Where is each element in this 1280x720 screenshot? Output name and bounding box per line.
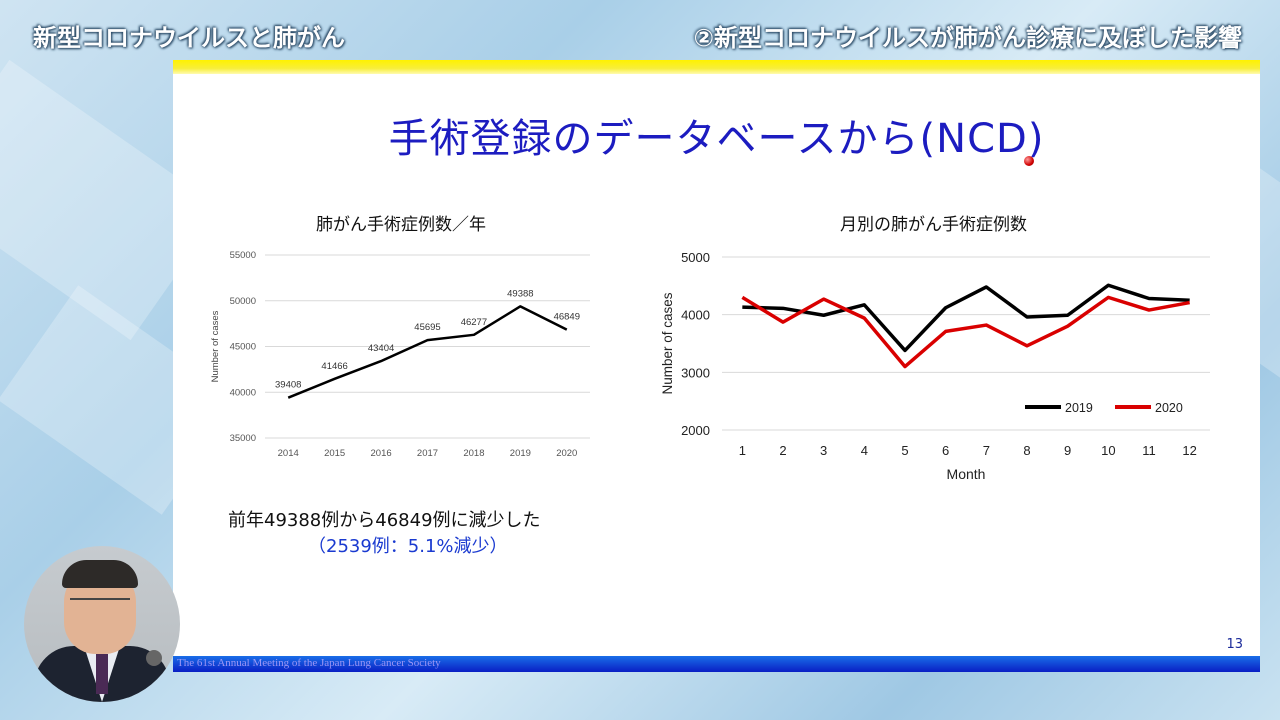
y-tick-label: 40000 xyxy=(230,387,256,398)
x-axis-label: Month xyxy=(947,466,986,482)
x-tick-label: 2 xyxy=(779,443,786,458)
y-tick-label: 50000 xyxy=(230,296,256,307)
slide: 手術登録のデータベースから(NCD) 肺がん手術症例数／年 月別の肺がん手術症例… xyxy=(173,60,1260,672)
speaker-video xyxy=(24,546,180,702)
y-tick-label: 45000 xyxy=(230,342,256,353)
x-tick-label: 2015 xyxy=(324,448,345,459)
microphone-icon xyxy=(146,650,162,666)
x-tick-label: 2019 xyxy=(510,448,531,459)
y-tick-label: 5000 xyxy=(681,250,710,265)
x-tick-label: 2017 xyxy=(417,448,438,459)
data-label: 49388 xyxy=(507,288,533,299)
y-tick-label: 2000 xyxy=(681,423,710,438)
summary-note: 前年49388例から46849例に減少した xyxy=(228,510,541,531)
slide-title: 手術登録のデータベースから(NCD) xyxy=(388,116,1045,162)
speaker-glasses xyxy=(70,598,130,610)
legend-label: 2019 xyxy=(1065,401,1093,415)
x-tick-label: 2016 xyxy=(371,448,392,459)
legend-label: 2020 xyxy=(1155,401,1183,415)
laser-pointer-dot xyxy=(1024,156,1034,166)
series-line-2020 xyxy=(741,295,1190,369)
x-tick-label: 9 xyxy=(1064,443,1071,458)
x-tick-label: 4 xyxy=(861,443,868,458)
data-label: 46277 xyxy=(461,317,487,328)
slide-footer-bar: The 61st Annual Meeting of the Japan Lun… xyxy=(173,656,1260,672)
header-right-title: ②新型コロナウイルスが肺がん診療に及ぼした影響 xyxy=(693,24,1242,52)
x-tick-label: 6 xyxy=(942,443,949,458)
speaker-tie xyxy=(96,654,108,694)
x-tick-label: 5 xyxy=(901,443,908,458)
x-tick-label: 10 xyxy=(1101,443,1115,458)
series-line-2019 xyxy=(742,283,1190,353)
x-tick-label: 7 xyxy=(983,443,990,458)
x-tick-label: 11 xyxy=(1142,443,1156,458)
data-label: 41466 xyxy=(321,361,347,372)
data-label: 46849 xyxy=(554,312,580,323)
y-tick-label: 35000 xyxy=(230,433,256,444)
data-label: 43404 xyxy=(368,343,394,354)
chart-yearly: 35000 40000 45000 50000 55000 2014 2015 2016 201… xyxy=(210,250,590,459)
speaker-hair xyxy=(62,560,138,588)
header-left-title: 新型コロナウイルスと肺がん xyxy=(33,24,345,52)
x-tick-label: 8 xyxy=(1023,443,1030,458)
data-label: 45695 xyxy=(414,322,440,333)
x-tick-label: 2020 xyxy=(556,448,577,459)
footer-text: The 61st Annual Meeting of the Japan Lun… xyxy=(177,657,441,669)
x-tick-label: 12 xyxy=(1182,443,1196,458)
chart-yearly-title: 肺がん手術症例数／年 xyxy=(316,215,486,235)
x-tick-label: 3 xyxy=(820,443,827,458)
slide-top-bar xyxy=(173,60,1260,74)
series-line xyxy=(287,305,568,399)
y-tick-label: 3000 xyxy=(681,365,710,380)
y-axis-label: Number of cases xyxy=(210,310,221,382)
y-tick-label: 55000 xyxy=(230,250,256,261)
x-tick-label: 1 xyxy=(739,443,746,458)
x-tick-label: 2018 xyxy=(463,448,484,459)
y-tick-label: 4000 xyxy=(681,308,710,323)
page-number: 13 xyxy=(1226,637,1243,652)
summary-note-detail: （2539例：5.1%減少） xyxy=(308,536,508,557)
y-axis-label: Number of cases xyxy=(660,292,675,394)
data-label: 39408 xyxy=(275,380,301,391)
chart-monthly-title: 月別の肺がん手術症例数 xyxy=(840,215,1027,235)
x-tick-label: 2014 xyxy=(278,448,299,459)
